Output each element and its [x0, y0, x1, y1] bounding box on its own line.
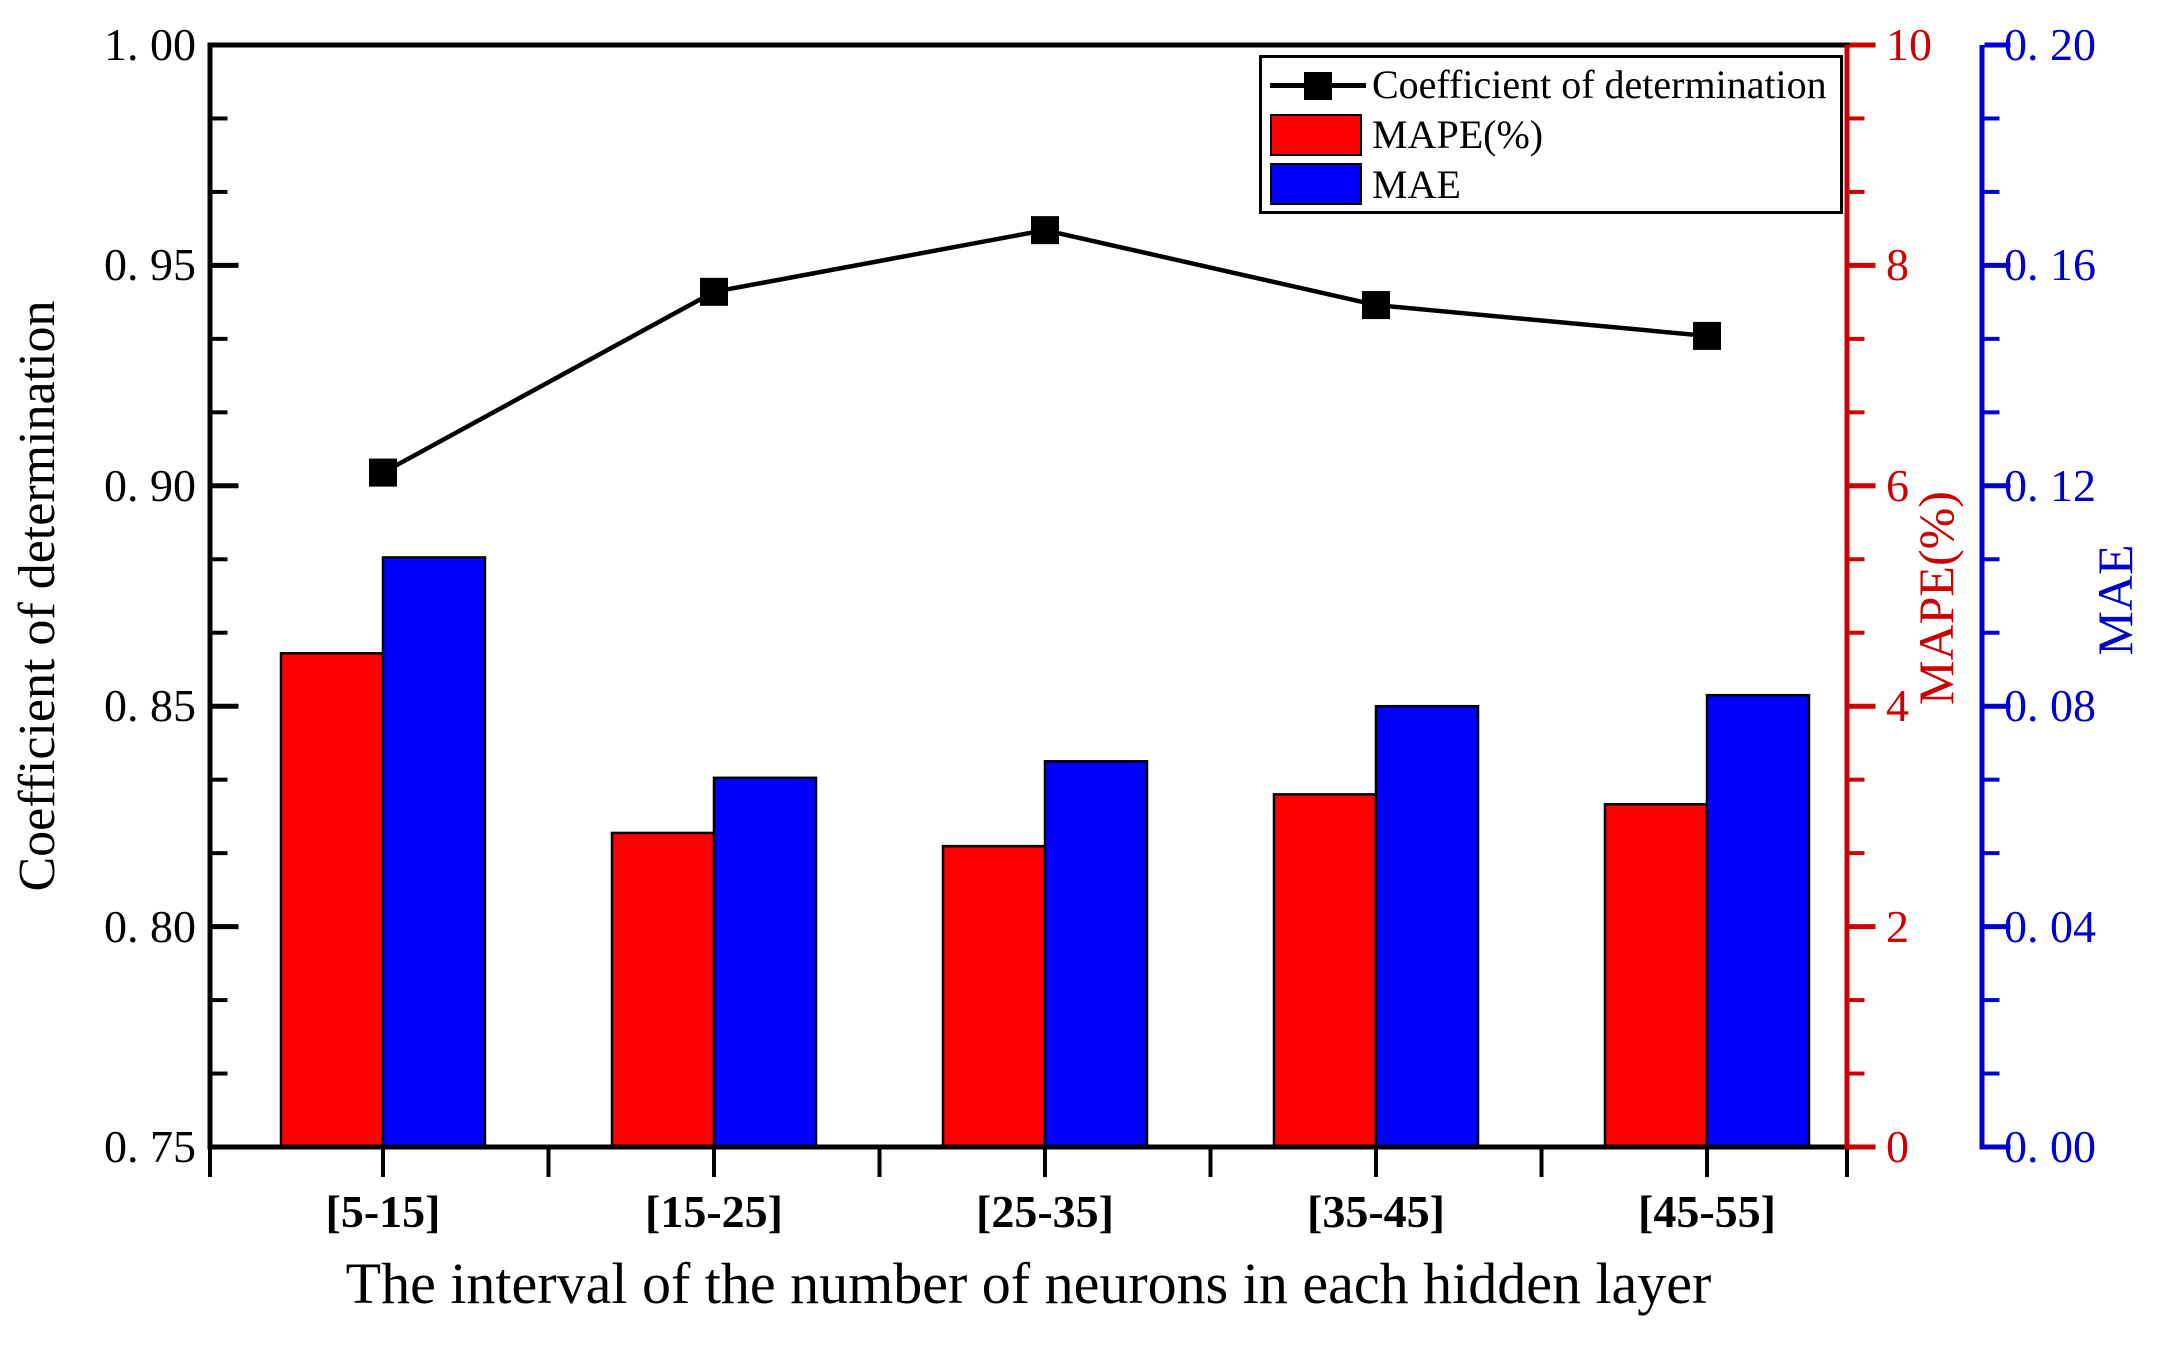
- left-tick-label: 0. 90: [104, 459, 196, 511]
- mae-tick-label: 0. 08: [2004, 680, 2096, 732]
- r2-marker: [1693, 321, 1721, 350]
- mae-bar: [712, 776, 818, 1149]
- mape-tick-label: 2: [1886, 900, 1909, 952]
- mae-tick-label: 0. 12: [2004, 459, 2096, 511]
- left-tick-label: 0. 85: [104, 680, 196, 732]
- mae-bar: [1374, 704, 1480, 1149]
- mape-tick-label: 10: [1886, 19, 1932, 70]
- mape-axis-title: MAPE(%): [1908, 491, 1964, 705]
- legend-entry-mape: MAPE(%): [1262, 110, 1840, 160]
- mape-tick-label: 4: [1886, 680, 1909, 732]
- x-category-label: [45-55]: [1638, 1186, 1776, 1237]
- left-axis-title: Coefficient of determination: [9, 300, 66, 892]
- mape-bar: [941, 844, 1047, 1149]
- x-category-label: [5-15]: [325, 1186, 441, 1237]
- mae-bar: [1043, 760, 1149, 1149]
- left-tick-label: 1. 00: [104, 19, 196, 70]
- line-marker-sample-icon: [1270, 61, 1366, 109]
- mape-tick-label: 6: [1886, 459, 1909, 511]
- blue-box-sample-icon: [1270, 160, 1366, 208]
- mae-tick-label: 0. 20: [2004, 19, 2096, 70]
- mape-tick-label: 0: [1886, 1121, 1909, 1172]
- r2-marker: [1031, 216, 1059, 245]
- x-category-label: [15-25]: [645, 1186, 783, 1237]
- x-axis-title: The interval of the number of neurons in…: [345, 1251, 1712, 1316]
- legend-label-mape: MAPE(%): [1372, 112, 1544, 157]
- mae-tick-label: 0. 04: [2004, 900, 2096, 952]
- mae-axis-title: MAE: [2087, 544, 2143, 656]
- mape-tick-label: 8: [1886, 239, 1909, 291]
- left-tick-label: 0. 95: [104, 239, 196, 291]
- mape-bar: [1272, 793, 1378, 1149]
- mae-bar: [381, 556, 487, 1149]
- mape-bar: [279, 652, 385, 1149]
- red-box-sample-icon: [1270, 111, 1366, 159]
- legend-entry-coefficient: Coefficient of determination: [1262, 60, 1840, 110]
- mae-tick-label: 0. 16: [2004, 239, 2096, 291]
- mape-bar: [1603, 803, 1709, 1149]
- r2-marker: [369, 458, 397, 487]
- mae-tick-label: 0. 00: [2004, 1121, 2096, 1172]
- mae-bar: [1705, 693, 1811, 1149]
- r2-marker: [1362, 291, 1390, 320]
- legend-entry-mae: MAE: [1262, 159, 1840, 209]
- left-tick-label: 0. 80: [104, 900, 196, 952]
- legend: Coefficient of determination MAPE(%) MAE: [1259, 55, 1843, 214]
- r2-marker: [700, 277, 728, 306]
- x-category-label: [25-35]: [976, 1186, 1114, 1237]
- r2-line: [381, 227, 1708, 475]
- legend-label-coefficient: Coefficient of determination: [1372, 62, 1827, 108]
- left-tick-label: 0. 75: [104, 1121, 196, 1172]
- legend-label-mae: MAE: [1372, 161, 1461, 207]
- mape-bar: [610, 831, 716, 1149]
- x-category-label: [35-45]: [1307, 1186, 1445, 1237]
